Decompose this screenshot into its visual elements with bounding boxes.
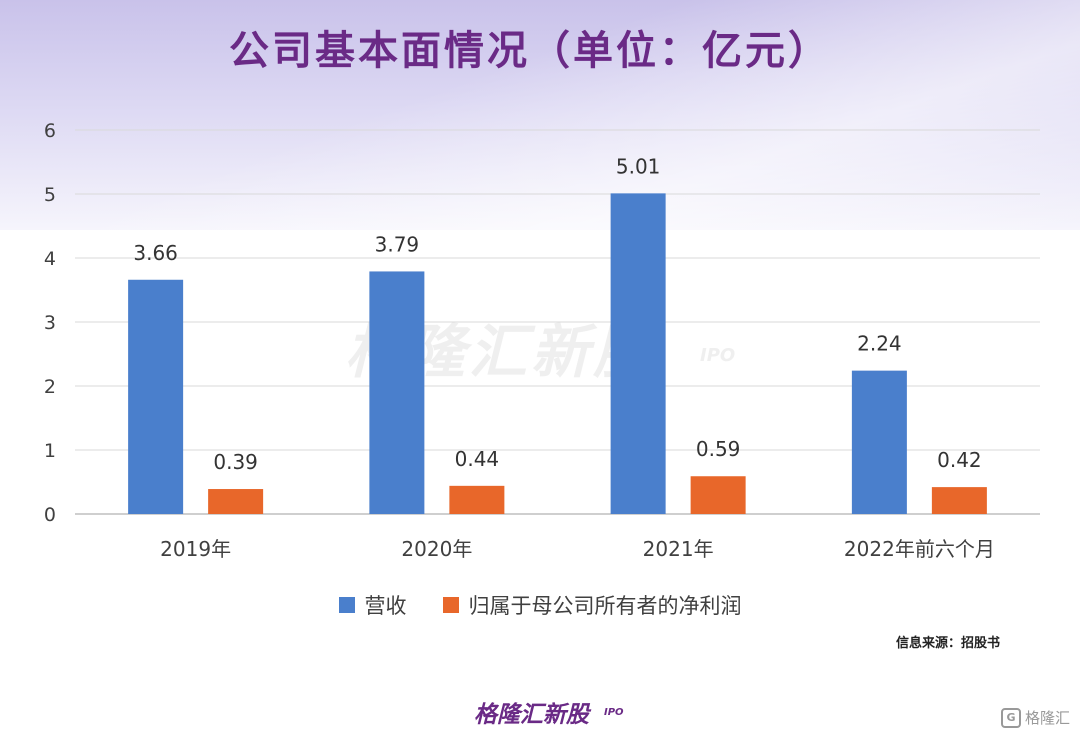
y-tick-label: 0	[44, 504, 56, 526]
y-tick-label: 4	[44, 248, 56, 270]
legend-label-revenue: 营收	[364, 594, 407, 618]
source-note: 信息来源：招股书	[895, 636, 1000, 651]
y-tick-label: 6	[44, 120, 56, 142]
x-tick-label: 2021年	[643, 537, 714, 561]
bar-profit	[690, 476, 746, 514]
bar-revenue	[851, 370, 907, 514]
footer-logo-sub: IPO	[604, 707, 624, 718]
header-sweep	[0, 0, 1080, 230]
footer-logo: 格隆汇新股	[474, 702, 589, 728]
data-label: 0.39	[213, 450, 258, 474]
y-tick-label: 3	[44, 312, 56, 334]
bar-revenue	[369, 271, 425, 514]
bar-profit	[931, 487, 987, 514]
corner-logo-icon: G	[1000, 707, 1021, 728]
x-tick-label: 2020年	[401, 537, 472, 561]
x-tick-label: 2019年	[160, 537, 231, 561]
legend-swatch-revenue	[338, 597, 355, 613]
data-label: 0.44	[455, 447, 500, 471]
y-tick-label: 1	[44, 440, 56, 462]
bar-revenue	[128, 279, 184, 514]
data-label: 0.59	[696, 437, 741, 461]
corner-logo-text: 格隆汇	[1024, 709, 1070, 727]
y-tick-label: 2	[44, 376, 56, 398]
data-label: 5.01	[616, 154, 661, 178]
y-tick-label: 5	[44, 184, 56, 206]
legend-label-profit: 归属于母公司所有者的净利润	[468, 594, 742, 618]
bar-profit	[208, 489, 264, 514]
watermark-sub-text: IPO	[700, 345, 736, 366]
chart-title: 公司基本面情况（单位：亿元）	[229, 28, 831, 74]
corner-logo: G 格隆汇	[1000, 707, 1070, 728]
x-tick-label: 2022年前六个月	[844, 537, 995, 561]
bar-revenue	[610, 193, 666, 515]
data-label: 0.42	[937, 448, 982, 472]
legend: 营收 归属于母公司所有者的净利润	[0, 590, 1080, 620]
legend-item-profit: 归属于母公司所有者的净利润	[442, 590, 742, 620]
data-label: 2.24	[857, 332, 902, 356]
bar-profit	[449, 485, 505, 514]
legend-swatch-profit	[442, 597, 459, 613]
data-label: 3.66	[133, 241, 178, 265]
data-label: 3.79	[375, 232, 420, 256]
legend-item-revenue: 营收	[338, 590, 407, 620]
